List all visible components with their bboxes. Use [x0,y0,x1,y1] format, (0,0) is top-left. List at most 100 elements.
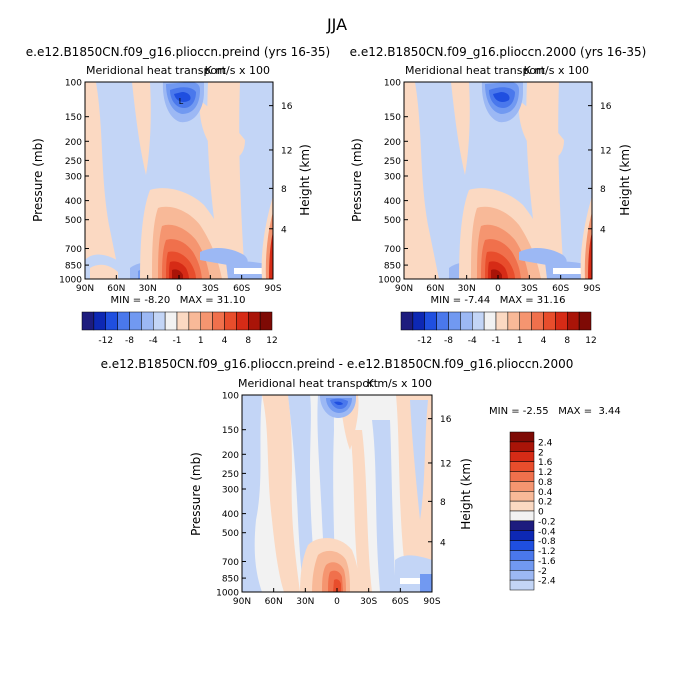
colorbar-swatch [472,311,485,331]
y-tick-label: 300 [222,485,239,495]
colorbar-swatch [509,461,535,472]
panel-2000: e.e12.B1850CN.f09_g16.plioccn.2000 (yrs … [350,45,647,346]
colorbar-swatch [436,311,449,331]
y-tick-label: 400 [65,197,82,207]
y-axis-label: Pressure (mb) [189,452,203,536]
y-tick-label: 1000 [216,589,239,599]
panel-units: K m/s x 100 [524,64,589,77]
colorbar-label: -0.8 [538,537,556,547]
colorbar-label: -1.2 [538,547,556,557]
y-tick-label: 100 [222,392,239,402]
stats-text: MIN = -2.55 MAX = 3.44 [489,406,621,417]
y-tick-label: 500 [65,216,82,226]
y2-tick-label: 8 [600,185,606,195]
colorbar-swatch [519,311,532,331]
x-tick-label: 90N [76,284,94,294]
colorbar-label: -4 [149,336,158,346]
colorbar-label: 12 [266,336,277,346]
colorbar-label: 2 [538,448,544,458]
colorbar-label: 8 [245,336,251,346]
y-tick-label: 500 [222,529,239,539]
x-tick-label: 60S [392,597,409,607]
colorbar-label: 4 [222,336,228,346]
colorbar-swatch [117,311,130,331]
y2-tick-label: 12 [440,459,451,469]
y2-tick-label: 4 [440,538,446,548]
colorbar-swatch [236,311,249,331]
y-tick-label: 100 [65,79,82,89]
y-tick-label: 850 [65,262,82,272]
y-tick-label: 250 [222,470,239,480]
colorbar-swatch [509,451,535,462]
x-tick-label: 30S [360,597,377,607]
colorbar-swatch [164,311,178,331]
min-max-labels: L [179,97,184,106]
colorbar-label: -0.2 [538,517,556,527]
colorbar-label: -4 [468,336,477,346]
stats-text: MIN = -7.44 MAX = 31.16 [431,295,566,306]
min-label: L [179,97,184,106]
stats-text: MIN = -8.20 MAX = 31.10 [111,295,246,306]
y-tick-label: 1000 [59,276,82,286]
y-tick-label: 200 [65,138,82,148]
x-tick-label: 60N [107,284,125,294]
x-tick-label: 60S [552,284,569,294]
colorbar-swatch [509,510,535,522]
colorbar-label: 1 [517,336,523,346]
y-tick-label: 700 [384,245,401,255]
y2-tick-label: 16 [600,102,612,112]
panel-units: K m/s x 100 [205,64,270,77]
colorbar-label: 0 [538,508,544,518]
x-tick-label: 90S [423,597,440,607]
y2-tick-label: 16 [281,102,293,112]
colorbar-label: -12 [417,336,432,346]
colorbar-swatch [448,311,461,331]
colorbar-swatch [578,311,592,331]
x-tick-label: 90N [395,284,413,294]
colorbar-label: -2.4 [538,577,556,587]
y2-tick-label: 12 [281,146,292,156]
x-tick-label: 30N [458,284,476,294]
colorbar-swatch [509,431,535,443]
colorbar-swatch [509,570,535,581]
panel-preind: e.e12.B1850CN.f09_g16.plioccn.preind (yr… [26,45,330,346]
colorbar-label: 4 [541,336,547,346]
colorbar-label: -8 [125,336,134,346]
x-tick-label: 30S [202,284,219,294]
y2-axis-label: Height (km) [459,458,473,529]
colorbar-swatch [212,311,225,331]
colorbar-swatch [509,471,535,482]
x-tick-label: 30N [139,284,157,294]
y-tick-label: 300 [65,172,82,182]
heatmap-field [85,82,273,279]
x-tick-label: 30N [296,597,314,607]
y-tick-label: 250 [384,157,401,167]
colorbar-swatch [200,311,213,331]
colorbar-swatch [483,311,497,331]
y-tick-label: 400 [222,510,239,520]
colorbar-label: 12 [585,336,596,346]
y-tick-label: 500 [384,216,401,226]
x-tick-label: 0 [334,597,340,607]
y-tick-label: 700 [65,245,82,255]
y2-axis-label: Height (km) [298,144,312,215]
colorbar-swatch [153,311,166,331]
y-tick-label: 400 [384,197,401,207]
colorbar-label: -1 [173,336,182,346]
y-tick-label: 100 [384,79,401,89]
y2-tick-label: 4 [281,225,287,235]
colorbar-swatch [495,311,509,331]
colorbar-label: 1.2 [538,468,552,478]
x-tick-label: 0 [176,284,182,294]
panel-units: K m/s x 100 [367,377,432,390]
y-tick-label: 700 [222,558,239,568]
colorbar-label: 0.4 [538,488,553,498]
x-tick-label: 0 [495,284,501,294]
colorbar-swatch [259,311,273,331]
colorbar-swatch [460,311,473,331]
y-tick-label: 250 [65,157,82,167]
colorbar-swatch [105,311,118,331]
